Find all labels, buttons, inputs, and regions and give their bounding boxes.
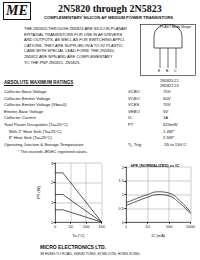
html-text:5V: 5V	[163, 108, 169, 114]
html-text:2N5822 ARE NPN AND ARE COMPLEM: 2N5822 ARE NPN AND ARE COMPLEMENTARY	[24, 54, 113, 59]
svg-text:0: 0	[50, 219, 54, 225]
svg-text:1000: 1000	[186, 224, 196, 229]
html-text:VCBO: VCBO	[128, 89, 140, 94]
html-text:CASE WITH SPECIAL LEAD FORM. T: CASE WITH SPECIAL LEAD FORM. THE 2N5820,	[24, 48, 115, 54]
html-text:PT: PT	[128, 122, 134, 127]
html-text:IC: IC	[128, 115, 133, 121]
html-text:Collector Current: Collector Current	[4, 115, 36, 121]
svg-text:0: 0	[121, 219, 124, 225]
svg-text:2: 2	[122, 165, 125, 170]
svg-text:1: 1	[125, 224, 128, 229]
html-text:TO THE PNP 2N5821, 2N5823.: TO THE PNP 2N5821, 2N5823.	[24, 59, 81, 65]
html-text:C: C	[174, 69, 177, 73]
svg-text:PT (W): PT (W)	[36, 186, 41, 199]
html-text:1.4W*: 1.4W*	[163, 128, 175, 134]
html-text:1A: 1A	[163, 115, 169, 121]
html-text:2N5820,21: 2N5820,21	[160, 79, 179, 83]
svg-text:Ta (°C): Ta (°C)	[72, 233, 85, 238]
html-text:B: B	[166, 69, 169, 73]
html-text:MICRO ELECTRONICS LTD.: MICRO ELECTRONICS LTD.	[40, 244, 106, 250]
html-text:Collector-Emitter Voltage (Vbe: Collector-Emitter Voltage (Vbe=0)	[4, 102, 67, 108]
html-text:* This exceeds JEDEC registere: * This exceeds JEDEC registered values.	[18, 150, 88, 154]
html-text:THE 2N5820 THROUGH 2N5823 ARE: THE 2N5820 THROUGH 2N5823 ARE SILICON PL…	[24, 26, 127, 31]
html-text:Collector-Emitter Voltage: Collector-Emitter Voltage	[4, 95, 51, 101]
svg-text:1: 1	[122, 192, 125, 197]
html-text:38 HUNG TO ROAD, KWUN TONG, KO: 38 HUNG TO ROAD, KWUN TONG, KOWLOON, HON…	[40, 252, 141, 256]
html-text:50V: 50V	[163, 95, 171, 101]
svg-text:100: 100	[166, 224, 173, 229]
html-text:Operating Junction & Storage T: Operating Junction & Storage Temperature	[4, 141, 84, 147]
svg-text:100: 100	[83, 224, 90, 229]
html-text:Tj, Tstg: Tj, Tstg	[128, 141, 142, 147]
html-text:AND OUTPUTS, AS WELL AS FOR SW: AND OUTPUTS, AS WELL AS FOR SWITCHING AP…	[24, 37, 126, 43]
html-text:CATIONS. THEY ARE SUPPLIED IN: CATIONS. THEY ARE SUPPLIED IN A TO-92 PL…	[24, 42, 123, 48]
svg-text:1: 1	[51, 200, 54, 205]
html-text:VEBO: VEBO	[128, 108, 140, 114]
html-text:With 2" Heat Sink (Ta=25°C): With 2" Heat Sink (Ta=25°C)	[4, 128, 62, 134]
svg-text:0.5: 0.5	[118, 206, 124, 211]
svg-text:150: 150	[98, 224, 105, 229]
html-text:70V: 70V	[163, 102, 171, 108]
html-text:70V: 70V	[163, 89, 171, 94]
svg-text:3: 3	[51, 161, 54, 166]
html-text:8" Heat Sink (Ta=25°C): 8" Heat Sink (Ta=25°C)	[4, 135, 52, 141]
svg-text:50: 50	[68, 224, 73, 229]
html-text:COMPLEMENTARY SILICON AF MEDIU: COMPLEMENTARY SILICON AF MEDIUM POWER TR…	[44, 15, 173, 20]
html-text:2.5W*: 2.5W*	[163, 135, 175, 141]
html-text:Collector-Base Voltage: Collector-Base Voltage	[4, 89, 47, 94]
svg-text:10: 10	[145, 224, 150, 229]
html-text:ABSOLUTE MAXIMUM RATINGS: ABSOLUTE MAXIMUM RATINGS	[4, 80, 74, 85]
svg-text:1.5: 1.5	[118, 178, 124, 183]
svg-text:2: 2	[51, 180, 54, 185]
html-text:VCES: VCES	[128, 102, 140, 108]
html-text:-55 to 150°C: -55 to 150°C	[163, 141, 187, 147]
html-text:VCEO: VCEO	[128, 95, 140, 101]
html-text:Emitter-Base Voltage: Emitter-Base Voltage	[4, 108, 44, 114]
html-text:2N5822,23: 2N5822,23	[160, 84, 179, 88]
html-text:E: E	[158, 69, 161, 73]
html-text:ME: ME	[6, 3, 28, 18]
html-text:EPITAXIAL TRANSISTORS FOR USE: EPITAXIAL TRANSISTORS FOR USE IN AF DRIV…	[24, 31, 123, 37]
html-text:PLAST Body Shape: PLAST Body Shape	[160, 25, 192, 29]
svg-text:0: 0	[54, 224, 57, 229]
html-text:Total Power Dissipation (Ta=25: Total Power Dissipation (Ta=25°C)	[4, 122, 68, 127]
svg-text:IC (mA): IC (mA)	[151, 233, 165, 238]
svg-text:hFE (NORMALIZED) vs IC: hFE (NORMALIZED) vs IC	[131, 163, 180, 168]
html-text:2N5820 through 2N5823: 2N5820 through 2N5823	[58, 3, 162, 14]
html-text:625mW: 625mW	[163, 122, 178, 127]
